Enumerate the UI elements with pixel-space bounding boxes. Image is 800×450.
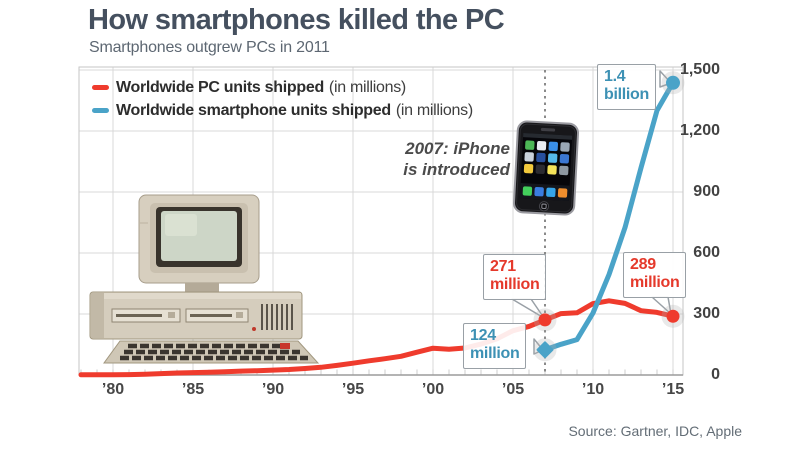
callout-value: 124 xyxy=(470,327,496,344)
callout-value: 1.4 xyxy=(604,68,626,85)
x-tick-label: ’85 xyxy=(181,381,205,398)
iphone-event-annotation: 2007: iPhone is introduced xyxy=(380,138,510,181)
pc-series-swatch-icon xyxy=(92,85,109,90)
iphone-event-line2: is introduced xyxy=(403,160,510,180)
page-title: How smartphones killed the PC xyxy=(88,4,505,36)
callout-unit: million xyxy=(490,276,540,294)
y-tick-label: 0 xyxy=(711,366,720,383)
smartphone-series-swatch-icon xyxy=(92,108,109,113)
legend-label-pc: Worldwide PC units shipped xyxy=(116,78,324,96)
x-tick-label: ’05 xyxy=(501,381,525,398)
callout-pc-2015: 289 million xyxy=(623,252,687,298)
x-tick-label: ’15 xyxy=(661,381,685,398)
iphone-image xyxy=(512,120,580,216)
callout-unit: billion xyxy=(604,86,650,104)
legend-suffix-pc: (in millions) xyxy=(328,78,406,96)
x-tick-label: ’10 xyxy=(581,381,605,398)
x-tick-label: ’90 xyxy=(261,381,285,398)
x-tick-label: ’00 xyxy=(421,381,445,398)
callout-unit: million xyxy=(470,345,520,363)
legend-item-pc: Worldwide PC units shipped (in millions) xyxy=(92,76,473,99)
callout-value: 289 xyxy=(630,256,656,273)
x-tick-label: ’95 xyxy=(341,381,365,398)
page-subtitle: Smartphones outgrew PCs in 2011 xyxy=(89,39,330,56)
y-tick-label: 300 xyxy=(693,305,720,322)
legend: Worldwide PC units shipped (in millions)… xyxy=(92,76,473,122)
y-tick-label: 1,200 xyxy=(679,122,720,139)
callout-smartphone-2015: 1.4 billion xyxy=(597,64,657,110)
vintage-pc-image xyxy=(89,194,320,364)
iphone-event-line1: 2007: iPhone xyxy=(405,139,510,158)
y-tick-label: 900 xyxy=(693,183,720,200)
callout-pc-2007: 271 million xyxy=(483,254,547,300)
legend-suffix-smartphone: (in millions) xyxy=(395,101,473,119)
x-tick-label: ’80 xyxy=(101,381,125,398)
y-tick-label: 600 xyxy=(693,244,720,261)
y-tick-label: 1,500 xyxy=(679,61,720,78)
legend-label-smartphone: Worldwide smartphone units shipped xyxy=(116,101,391,119)
callout-unit: million xyxy=(630,274,680,292)
source-text: Source: Gartner, IDC, Apple xyxy=(568,423,742,439)
legend-item-smartphone: Worldwide smartphone units shipped (in m… xyxy=(92,99,473,122)
callout-smartphone-2007: 124 million xyxy=(463,323,527,369)
callout-value: 271 xyxy=(490,258,516,275)
